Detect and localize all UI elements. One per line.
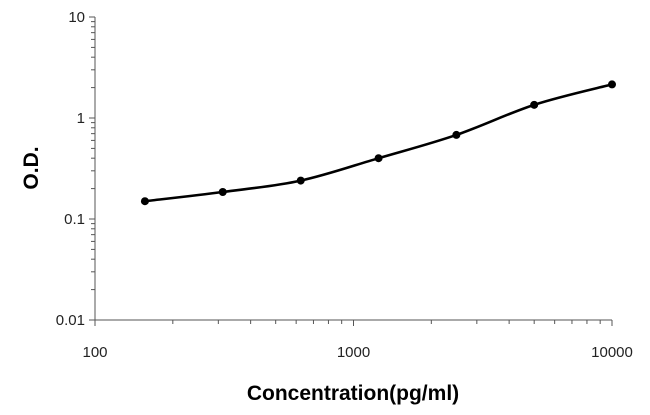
tick-labels: 100 1000 10000 0.01 0.1 1 10 — [56, 9, 633, 361]
series-line — [143, 83, 614, 203]
y-tick-label: 0.1 — [64, 211, 85, 228]
data-point — [218, 188, 227, 197]
data-point — [452, 130, 461, 139]
data-series — [140, 80, 616, 206]
x-axis-title: Concentration(pg/ml) — [247, 382, 459, 405]
data-point — [296, 176, 305, 185]
x-tick-label: 10000 — [591, 344, 633, 361]
x-tick-label: 1000 — [337, 344, 370, 361]
y-axis-title: O.D. — [20, 146, 43, 189]
data-point — [140, 197, 149, 206]
y-tick-label: 0.01 — [56, 312, 85, 329]
y-tick-label: 10 — [68, 9, 85, 26]
plot-axes — [94, 17, 612, 321]
data-point — [374, 154, 383, 163]
x-tick-label: 100 — [82, 344, 107, 361]
data-point — [608, 80, 616, 89]
y-tick-label: 1 — [77, 110, 85, 127]
axis-ticks — [89, 16, 613, 326]
data-point — [530, 100, 539, 109]
